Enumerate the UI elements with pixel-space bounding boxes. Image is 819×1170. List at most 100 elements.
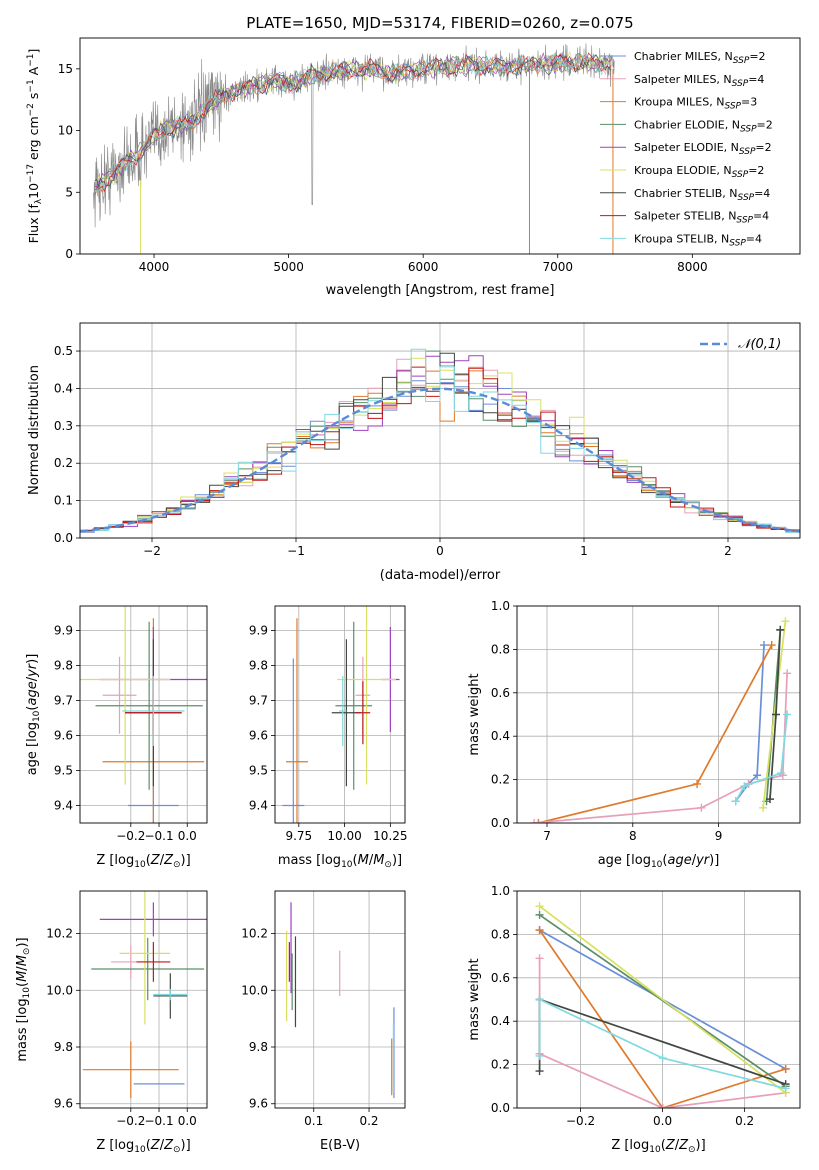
label-part: mass [log <box>15 998 30 1061</box>
weight-series-line <box>539 905 787 1094</box>
label-part: A <box>26 66 41 79</box>
label-part: ( <box>15 982 30 987</box>
x-tick-label: 6000 <box>408 260 439 274</box>
label-part: age [log <box>598 853 651 868</box>
label-part: Z <box>150 853 161 868</box>
y-tick-label: 9.5 <box>249 764 268 778</box>
weight-point-marker <box>781 1064 790 1073</box>
y-axis-label: Normed distribution <box>27 365 42 495</box>
y-tick-label: 0.8 <box>491 927 510 941</box>
weight-series-line <box>538 998 786 1090</box>
label-part: Z [log <box>611 1138 649 1153</box>
x-axis-label: Z [log10(Z/Z⊙)] <box>96 853 190 870</box>
panel-residuals: −2 −1 0 1 2 0.0 0.1 0.2 0.3 0.4 0.5 𝒩(0,1) (data-mod… <box>27 322 801 583</box>
weight-point-marker <box>534 819 543 823</box>
x-axis-label: wavelength [Angstrom, rest frame] <box>326 283 555 298</box>
y-tick-label: 0.2 <box>54 456 73 470</box>
y-axis-label: mass [log10(M/M⊙)] <box>15 937 32 1061</box>
label-part: SSP <box>733 56 750 66</box>
y-tick-label: 9.8 <box>54 659 73 673</box>
x-tick-label: 0.0 <box>178 829 197 843</box>
label-part: =2 <box>749 50 765 63</box>
label-part: yr <box>695 853 711 868</box>
panel-spectrum: 4000 5000 6000 7000 8000 0 5 10 15 Chabrier MILES… <box>26 37 801 298</box>
y-tick-label: 9.5 <box>54 764 73 778</box>
weight-series-line <box>538 929 786 1108</box>
weight-point-marker <box>535 1051 544 1060</box>
label-part: SSP <box>732 79 749 89</box>
x-tick-label: 10.00 <box>327 829 361 843</box>
label-part: / <box>369 853 374 868</box>
x-tick-label: −0.1 <box>144 829 173 843</box>
label-part: Chabrier MILES, N <box>634 50 733 63</box>
x-tick-label: 0.0 <box>653 1114 672 1128</box>
panel-weight_vs_age: 7 8 9 0.0 0.2 0.4 0.6 0.8 1.0 age [log10(age/yr)]… <box>467 599 801 870</box>
y-axis-label: mass weight <box>467 958 482 1040</box>
y-tick-label: 0.4 <box>491 729 510 743</box>
legend-label: 𝒩(0,1) <box>738 337 781 352</box>
axes-frame <box>79 322 801 539</box>
label-part: M <box>15 955 30 966</box>
label-part: M <box>15 971 30 982</box>
label-part: Salpeter MILES, N <box>634 73 732 86</box>
legend-label: Chabrier ELODIE, NSSP=2 <box>634 118 773 134</box>
label-part: / <box>160 853 165 868</box>
y-tick-label: 9.8 <box>249 1040 268 1054</box>
legend-label: Kroupa ELODIE, NSSP=2 <box>634 164 764 180</box>
y-tick-label: 0.0 <box>491 1101 510 1115</box>
label-part: 10 <box>32 710 42 722</box>
weight-point-marker <box>740 782 749 791</box>
x-tick-label: −0.2 <box>116 829 145 843</box>
y-tick-label: 10.2 <box>241 927 268 941</box>
weight-point-marker <box>693 779 702 788</box>
label-part: SSP <box>724 102 741 112</box>
label-part: =3 <box>741 96 757 109</box>
weight-point-marker <box>535 995 544 1004</box>
y-tick-label: 0.4 <box>54 381 73 395</box>
y-tick-label: 9.6 <box>249 729 268 743</box>
label-part: / <box>675 1138 680 1153</box>
plot-area-mass_vs_Z <box>82 891 207 1099</box>
y-tick-label: 9.8 <box>249 659 268 673</box>
label-part: ( <box>25 706 40 711</box>
y-tick-label: 9.6 <box>54 729 73 743</box>
label-part: SSP <box>738 193 755 203</box>
weight-point-marker <box>535 910 544 919</box>
x-tick-label: 5000 <box>273 260 304 274</box>
label-part: Chabrier ELODIE, N <box>634 118 740 131</box>
label-part: Z [log <box>96 853 134 868</box>
weight-point-marker <box>535 1067 544 1076</box>
plot-area-residuals <box>80 348 800 533</box>
y-tick-label: 10.2 <box>46 927 73 941</box>
weight-series-line <box>735 645 765 802</box>
label-part: SSP <box>732 170 749 180</box>
x-axis-label: Z [log10(Z/Z⊙)] <box>96 1138 190 1155</box>
label-part: SSP <box>729 238 746 248</box>
x-tick-label: 2 <box>724 544 732 558</box>
weight-point-marker <box>759 803 768 812</box>
label-part: ⊙ <box>384 860 392 870</box>
weight-point-marker <box>783 669 792 678</box>
label-part: Flux [f <box>26 204 41 244</box>
x-tick-label: 9.75 <box>285 829 312 843</box>
label-part: )] <box>709 853 719 868</box>
x-axis-label: mass [log10(M/M⊙)] <box>278 853 402 870</box>
y-tick-label: 10.0 <box>46 983 73 997</box>
label-part: SSP <box>740 124 757 134</box>
x-tick-label: 0.0 <box>178 1114 197 1128</box>
label-part: ( <box>661 1138 666 1153</box>
panel-age_vs_mass: 9.75 10.00 10.25 9.4 9.5 9.6 9.7 9.8 9.9 mass [lo… <box>249 605 408 870</box>
axes-frame <box>516 890 801 1109</box>
weight-series-line <box>734 714 788 802</box>
label-part: mass [log <box>278 853 341 868</box>
weight-point-marker <box>658 1104 667 1108</box>
x-tick-label: 0.1 <box>304 1114 323 1128</box>
figure-title: PLATE=1650, MJD=53174, FIBERID=0260, z=0… <box>246 14 633 32</box>
x-tick-label: 7000 <box>542 260 573 274</box>
legend-label: Salpeter STELIB, NSSP=4 <box>634 210 769 226</box>
label-part: 10 <box>651 860 663 870</box>
y-tick-label: 0.5 <box>54 344 73 358</box>
y-tick-label: 0 <box>65 247 73 261</box>
label-part: Z [log <box>96 1138 134 1153</box>
